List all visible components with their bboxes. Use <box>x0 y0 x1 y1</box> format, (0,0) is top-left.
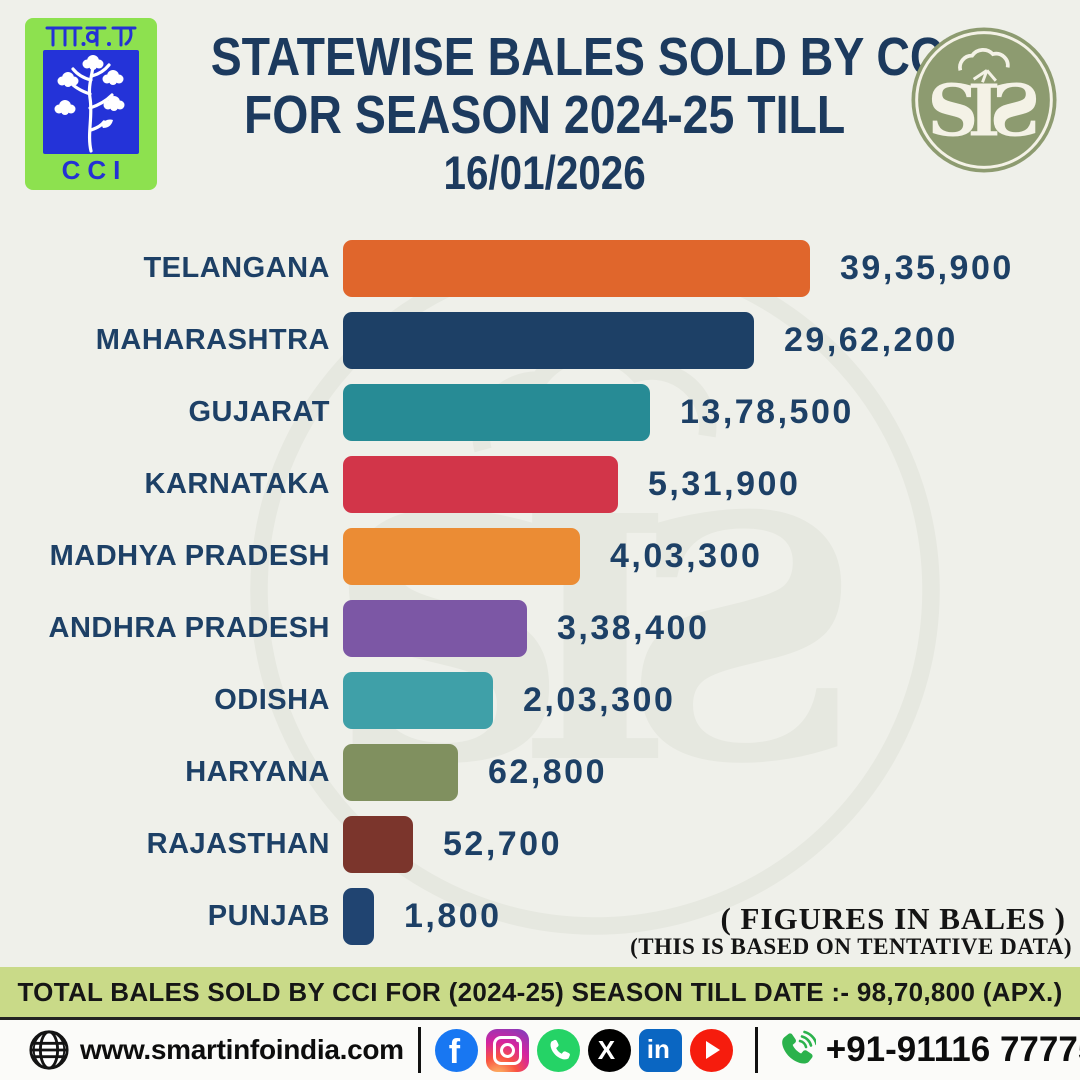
globe-icon <box>29 1030 69 1070</box>
total-summary-band: TOTAL BALES SOLD BY CCI FOR (2024-25) SE… <box>0 967 1080 1020</box>
svg-text:S: S <box>927 69 978 153</box>
cotton-boll-icon <box>958 48 1010 71</box>
chart-row: ANDHRA PRADESH 3,38,400 <box>0 592 1080 664</box>
phone-number: +91-91116 77775 <box>825 1030 1080 1069</box>
state-label: TELANGANA <box>143 251 330 284</box>
x-twitter-icon: X <box>587 1028 631 1072</box>
total-summary-text: TOTAL BALES SOLD BY CCI FOR (2024-25) SE… <box>17 976 1063 1007</box>
state-label: MADHYA PRADESH <box>49 539 330 572</box>
bar-gujarat <box>343 383 650 441</box>
phone-call-icon <box>781 1030 816 1064</box>
state-label: ODISHA <box>214 683 330 716</box>
cci-hindi-text-icon <box>45 26 137 47</box>
value-label: 2,03,300 <box>523 680 676 719</box>
bar-odisha <box>343 671 493 729</box>
footer-divider <box>417 1027 421 1073</box>
bar-karnataka <box>343 455 618 513</box>
value-label: 3,38,400 <box>557 608 710 647</box>
value-label: 13,78,500 <box>680 392 854 431</box>
sis-logo: S I S <box>911 27 1057 173</box>
value-label: 52,700 <box>443 824 562 863</box>
page-title: STATEWISE BALES SOLD BY CCI FOR SEASON 2… <box>150 28 957 202</box>
bar-telangana <box>343 239 810 297</box>
value-label: 5,31,900 <box>648 464 801 503</box>
footer-bar: www.smartinfoindia.com f X in +91-91116 … <box>0 1020 1080 1080</box>
bar-maharashtra <box>343 311 754 369</box>
value-label: 1,800 <box>404 896 502 935</box>
state-label: GUJARAT <box>188 395 330 428</box>
state-label: PUNJAB <box>207 899 330 932</box>
x-letter: X <box>597 1034 616 1065</box>
title-line-1: STATEWISE BALES SOLD BY CCI <box>210 27 957 87</box>
chart-row: GUJARAT 13,78,500 <box>0 376 1080 448</box>
chart-row: PUNJAB 1,800 <box>0 880 1080 952</box>
bar-rajasthan <box>343 815 413 873</box>
chart-row: MAHARASHTRA 29,62,200 <box>0 304 1080 376</box>
cci-cotton-plant-icon <box>43 50 139 154</box>
chart-row: TELANGANA 39,35,900 <box>0 232 1080 304</box>
facebook-letter: f <box>448 1032 461 1071</box>
figures-in-bales-note: ( FIGURES IN BALES ) <box>720 901 1066 936</box>
state-label: HARYANA <box>185 755 330 788</box>
social-icons: f X in <box>434 1028 741 1072</box>
linkedin-icon: in <box>638 1028 682 1072</box>
cci-logo-label: CCI <box>61 155 128 185</box>
value-label: 39,35,900 <box>840 248 1014 287</box>
state-label: KARNATAKA <box>144 467 330 500</box>
value-label: 4,03,300 <box>610 536 763 575</box>
bar-chart: TELANGANA 39,35,900 MAHARASHTRA 29,62,200 GU… <box>0 232 1080 952</box>
bar-madhya-pradesh <box>343 527 580 585</box>
state-label: MAHARASHTRA <box>95 323 330 356</box>
footer-divider-2 <box>754 1027 758 1073</box>
tentative-data-note: (THIS IS BASED ON TENTATIVE DATA) <box>630 934 1072 959</box>
bar-haryana <box>343 743 458 801</box>
svg-text:S: S <box>989 69 1040 153</box>
svg-text:I: I <box>967 69 1000 153</box>
chart-row: RAJASTHAN 52,700 <box>0 808 1080 880</box>
state-label: RAJASTHAN <box>146 827 330 860</box>
website-url: www.smartinfoindia.com <box>80 1034 404 1065</box>
youtube-icon <box>689 1028 733 1072</box>
value-label: 62,800 <box>488 752 607 791</box>
svg-text:S: S <box>621 444 864 838</box>
bar-punjab <box>343 887 374 945</box>
title-line-2: FOR SEASON 2024-25 TILL <box>244 85 846 145</box>
chart-row: ODISHA 2,03,300 <box>0 664 1080 736</box>
value-label: 29,62,200 <box>784 320 958 359</box>
state-label: ANDHRA PRADESH <box>48 611 330 644</box>
bar-andhra-pradesh <box>343 599 527 657</box>
title-line-3: 16/01/2026 <box>443 146 647 199</box>
chart-row: HARYANA 62,800 <box>0 736 1080 808</box>
cci-logo: CCI <box>25 18 157 190</box>
instagram-icon <box>485 1028 529 1072</box>
chart-row: MADHYA PRADESH 4,03,300 <box>0 520 1080 592</box>
facebook-icon: f <box>434 1028 478 1072</box>
whatsapp-icon <box>536 1028 580 1072</box>
chart-row: KARNATAKA 5,31,900 <box>0 448 1080 520</box>
linkedin-letters: in <box>646 1033 670 1064</box>
